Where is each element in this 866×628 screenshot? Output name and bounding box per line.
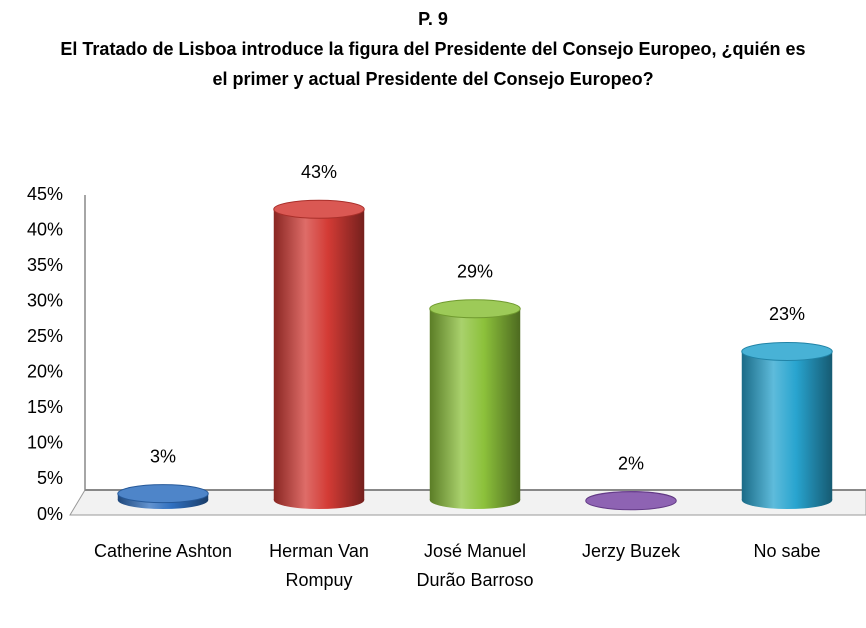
- x-tick-label: José Manuel Durão Barroso: [416, 541, 534, 590]
- value-label: 29%: [457, 262, 493, 282]
- bar-top: [429, 299, 521, 319]
- y-tick-label: 15%: [27, 397, 63, 417]
- bar-top: [273, 199, 365, 219]
- chart-subtitle: El Tratado de Lisboa introduce la figura…: [60, 39, 806, 89]
- y-tick-label: 10%: [27, 433, 63, 453]
- value-label: 2%: [618, 454, 644, 474]
- y-tick-label: 25%: [27, 326, 63, 346]
- y-tick-label: 5%: [37, 468, 63, 488]
- y-tick-label: 0%: [37, 504, 63, 524]
- y-tick-label: 35%: [27, 255, 63, 275]
- bar-top: [117, 484, 209, 504]
- title-block: P. 9 El Tratado de Lisboa introduce la f…: [60, 4, 806, 94]
- bar-top: [741, 341, 833, 361]
- y-tick-label: 30%: [27, 290, 63, 310]
- bar: [741, 351, 833, 500]
- bar: [273, 209, 365, 500]
- x-tick-label: Jerzy Buzek: [581, 541, 681, 561]
- value-label: 23%: [769, 304, 805, 324]
- value-label: 43%: [301, 162, 337, 182]
- y-tick-label: 20%: [27, 362, 63, 382]
- y-tick-label: 40%: [27, 219, 63, 239]
- x-tick-label: Herman Van Rompuy: [269, 541, 369, 590]
- bar: [429, 308, 521, 500]
- x-tick-label: No sabe: [753, 541, 821, 561]
- x-tick-label: Catherine Ashton: [93, 541, 233, 561]
- y-tick-label: 45%: [27, 184, 63, 204]
- value-label: 3%: [150, 446, 176, 466]
- chart-title: P. 9: [418, 9, 448, 29]
- bar-top: [585, 491, 677, 511]
